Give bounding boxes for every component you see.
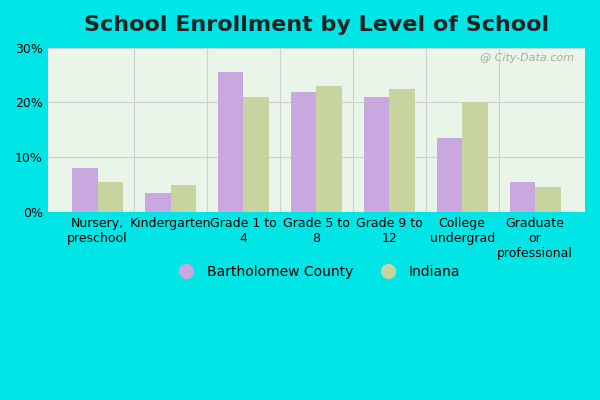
Bar [145,193,170,212]
Bar [244,97,269,212]
Bar [535,188,560,212]
Bar [291,92,316,212]
Bar [72,168,98,212]
Title: School Enrollment by Level of School: School Enrollment by Level of School [84,15,549,35]
Bar [218,72,244,212]
Bar [98,182,123,212]
Bar [316,86,342,212]
Bar [170,185,196,212]
Bar [509,182,535,212]
Legend: Bartholomew County, Indiana: Bartholomew County, Indiana [167,259,466,284]
Bar [364,97,389,212]
Text: @ City-Data.com: @ City-Data.com [480,52,574,62]
Bar [437,138,462,212]
Bar [389,89,415,212]
Bar [462,102,488,212]
